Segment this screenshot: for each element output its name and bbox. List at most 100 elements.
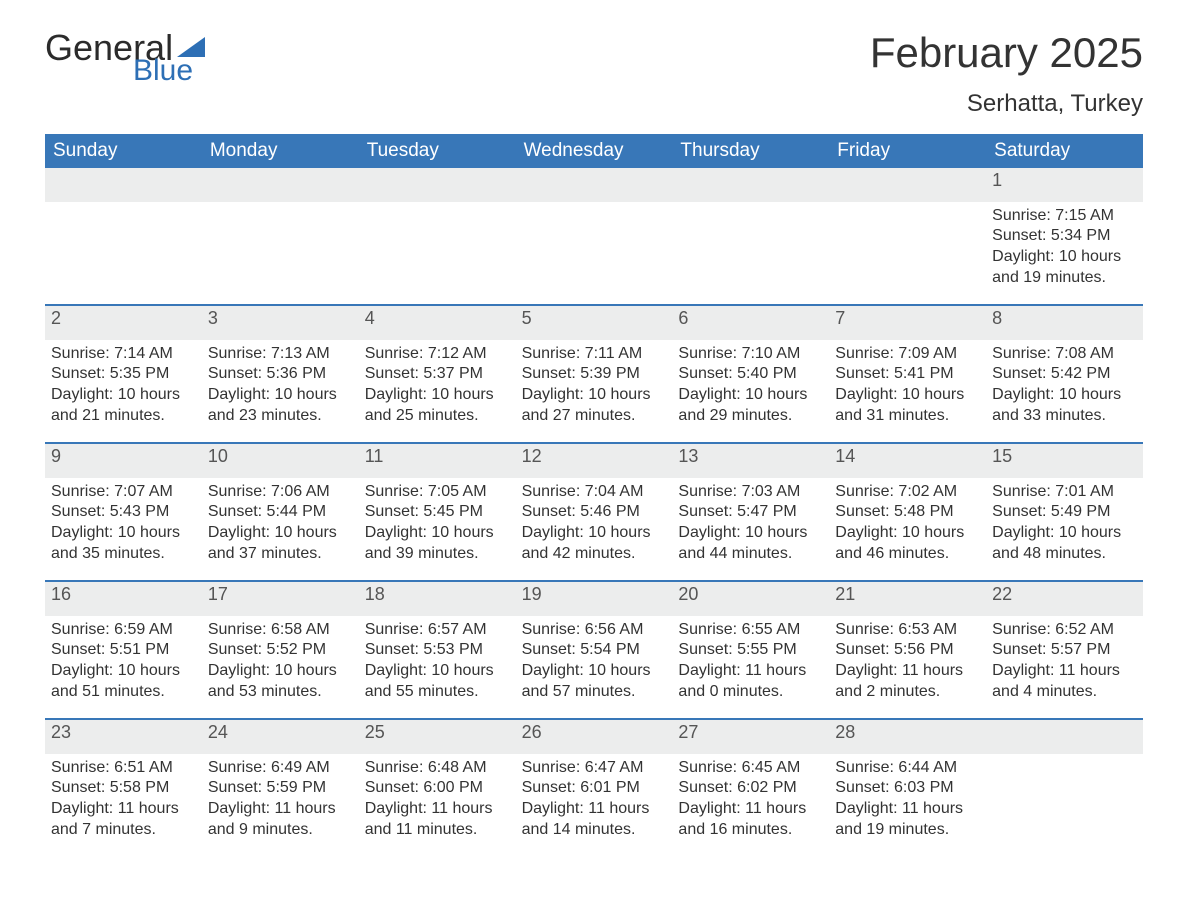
day-daylight2: and 51 minutes. xyxy=(51,682,194,703)
day-sunset: Sunset: 5:34 PM xyxy=(992,226,1135,247)
weeks-container: 1Sunrise: 7:15 AMSunset: 5:34 PMDaylight… xyxy=(45,168,1143,856)
day-daylight1: Daylight: 10 hours xyxy=(522,385,665,406)
day-sunrise: Sunrise: 6:48 AM xyxy=(365,758,508,779)
day-sunrise: Sunrise: 6:45 AM xyxy=(678,758,821,779)
day-cell: Sunrise: 7:09 AMSunset: 5:41 PMDaylight:… xyxy=(829,340,986,435)
daydetails-band: Sunrise: 6:59 AMSunset: 5:51 PMDaylight:… xyxy=(45,616,1143,711)
day-cell: Sunrise: 7:03 AMSunset: 5:47 PMDaylight:… xyxy=(672,478,829,573)
day-daylight2: and 55 minutes. xyxy=(365,682,508,703)
day-daylight1: Daylight: 11 hours xyxy=(835,799,978,820)
daynum-band: 232425262728 xyxy=(45,720,1143,753)
day-cell xyxy=(986,754,1143,849)
day-sunrise: Sunrise: 6:57 AM xyxy=(365,620,508,641)
day-sunset: Sunset: 5:53 PM xyxy=(365,640,508,661)
day-daylight1: Daylight: 10 hours xyxy=(365,385,508,406)
day-daylight2: and 25 minutes. xyxy=(365,406,508,427)
day-sunset: Sunset: 5:57 PM xyxy=(992,640,1135,661)
day-daylight1: Daylight: 11 hours xyxy=(51,799,194,820)
day-number xyxy=(829,168,986,201)
day-sunrise: Sunrise: 7:05 AM xyxy=(365,482,508,503)
day-cell: Sunrise: 7:12 AMSunset: 5:37 PMDaylight:… xyxy=(359,340,516,435)
daynum-band: 2345678 xyxy=(45,306,1143,339)
day-daylight2: and 29 minutes. xyxy=(678,406,821,427)
day-number: 12 xyxy=(516,444,673,477)
day-sunrise: Sunrise: 7:06 AM xyxy=(208,482,351,503)
day-cell xyxy=(516,202,673,297)
day-daylight1: Daylight: 11 hours xyxy=(992,661,1135,682)
day-number: 22 xyxy=(986,582,1143,615)
day-number xyxy=(45,168,202,201)
day-daylight2: and 53 minutes. xyxy=(208,682,351,703)
day-sunset: Sunset: 5:47 PM xyxy=(678,502,821,523)
day-cell: Sunrise: 7:06 AMSunset: 5:44 PMDaylight:… xyxy=(202,478,359,573)
day-daylight2: and 46 minutes. xyxy=(835,544,978,565)
day-number: 16 xyxy=(45,582,202,615)
day-cell: Sunrise: 6:48 AMSunset: 6:00 PMDaylight:… xyxy=(359,754,516,849)
day-daylight2: and 42 minutes. xyxy=(522,544,665,565)
day-sunset: Sunset: 5:46 PM xyxy=(522,502,665,523)
day-number: 11 xyxy=(359,444,516,477)
week-row: 2345678Sunrise: 7:14 AMSunset: 5:35 PMDa… xyxy=(45,304,1143,442)
day-sunrise: Sunrise: 6:58 AM xyxy=(208,620,351,641)
day-sunset: Sunset: 5:59 PM xyxy=(208,778,351,799)
weekday-thursday: Thursday xyxy=(672,134,829,168)
day-number: 19 xyxy=(516,582,673,615)
day-daylight2: and 48 minutes. xyxy=(992,544,1135,565)
day-daylight2: and 27 minutes. xyxy=(522,406,665,427)
logo-text-blue: Blue xyxy=(133,54,193,87)
day-number: 10 xyxy=(202,444,359,477)
weekday-tuesday: Tuesday xyxy=(359,134,516,168)
day-cell xyxy=(672,202,829,297)
day-daylight1: Daylight: 10 hours xyxy=(835,385,978,406)
day-number: 14 xyxy=(829,444,986,477)
day-sunset: Sunset: 5:55 PM xyxy=(678,640,821,661)
daydetails-band: Sunrise: 7:14 AMSunset: 5:35 PMDaylight:… xyxy=(45,340,1143,435)
weekday-wednesday: Wednesday xyxy=(516,134,673,168)
day-sunset: Sunset: 5:51 PM xyxy=(51,640,194,661)
day-sunrise: Sunrise: 6:59 AM xyxy=(51,620,194,641)
day-sunset: Sunset: 5:52 PM xyxy=(208,640,351,661)
day-cell: Sunrise: 7:07 AMSunset: 5:43 PMDaylight:… xyxy=(45,478,202,573)
day-cell: Sunrise: 6:45 AMSunset: 6:02 PMDaylight:… xyxy=(672,754,829,849)
day-number xyxy=(516,168,673,201)
day-sunrise: Sunrise: 7:02 AM xyxy=(835,482,978,503)
day-cell xyxy=(45,202,202,297)
calendar: Sunday Monday Tuesday Wednesday Thursday… xyxy=(45,134,1143,856)
week-row: 16171819202122Sunrise: 6:59 AMSunset: 5:… xyxy=(45,580,1143,718)
day-daylight2: and 37 minutes. xyxy=(208,544,351,565)
day-daylight1: Daylight: 11 hours xyxy=(208,799,351,820)
day-number: 18 xyxy=(359,582,516,615)
day-sunset: Sunset: 5:44 PM xyxy=(208,502,351,523)
day-number: 23 xyxy=(45,720,202,753)
day-daylight2: and 7 minutes. xyxy=(51,820,194,841)
day-number: 27 xyxy=(672,720,829,753)
day-sunset: Sunset: 5:45 PM xyxy=(365,502,508,523)
day-number xyxy=(986,720,1143,753)
day-number: 20 xyxy=(672,582,829,615)
day-daylight2: and 35 minutes. xyxy=(51,544,194,565)
day-cell: Sunrise: 7:13 AMSunset: 5:36 PMDaylight:… xyxy=(202,340,359,435)
day-number: 5 xyxy=(516,306,673,339)
day-sunset: Sunset: 5:56 PM xyxy=(835,640,978,661)
day-daylight1: Daylight: 10 hours xyxy=(522,661,665,682)
day-cell: Sunrise: 6:44 AMSunset: 6:03 PMDaylight:… xyxy=(829,754,986,849)
day-number: 7 xyxy=(829,306,986,339)
day-sunset: Sunset: 5:36 PM xyxy=(208,364,351,385)
day-daylight1: Daylight: 10 hours xyxy=(51,661,194,682)
day-cell: Sunrise: 7:02 AMSunset: 5:48 PMDaylight:… xyxy=(829,478,986,573)
day-sunrise: Sunrise: 7:12 AM xyxy=(365,344,508,365)
daydetails-band: Sunrise: 7:15 AMSunset: 5:34 PMDaylight:… xyxy=(45,202,1143,297)
day-daylight2: and 16 minutes. xyxy=(678,820,821,841)
weekday-saturday: Saturday xyxy=(986,134,1143,168)
day-daylight1: Daylight: 10 hours xyxy=(522,523,665,544)
day-number: 24 xyxy=(202,720,359,753)
day-sunset: Sunset: 5:39 PM xyxy=(522,364,665,385)
day-daylight2: and 31 minutes. xyxy=(835,406,978,427)
day-sunrise: Sunrise: 7:10 AM xyxy=(678,344,821,365)
day-sunrise: Sunrise: 7:04 AM xyxy=(522,482,665,503)
day-cell: Sunrise: 7:01 AMSunset: 5:49 PMDaylight:… xyxy=(986,478,1143,573)
day-number xyxy=(202,168,359,201)
day-daylight1: Daylight: 11 hours xyxy=(835,661,978,682)
day-daylight2: and 19 minutes. xyxy=(992,268,1135,289)
day-daylight1: Daylight: 10 hours xyxy=(365,523,508,544)
